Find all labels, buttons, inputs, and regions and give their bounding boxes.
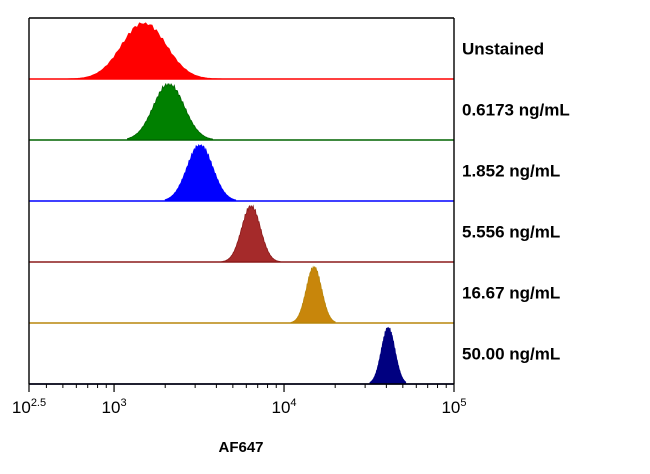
series-label: 5.556 ng/mL: [462, 223, 560, 242]
histogram-panels: Unstained 0.6173 ng/mL 1.852 ng/mL 5.556 ng…: [28, 17, 570, 385]
panel-1-852-ng-ml: 1.852 ng/mL: [29, 144, 560, 202]
histogram-peak: [164, 144, 237, 202]
panel-unstained: Unstained: [29, 22, 544, 80]
panel-0-6173-ng-ml: 0.6173 ng/mL: [29, 82, 570, 141]
x-axis: 102.5 103 104 105: [12, 383, 467, 417]
series-label: 0.6173 ng/mL: [462, 101, 570, 120]
panel-50-00-ng-ml: 50.00 ng/mL: [29, 326, 560, 385]
panel-16-67-ng-ml: 16.67 ng/mL: [29, 265, 560, 324]
histogram-peak: [127, 82, 213, 141]
x-tick-label: 102.5: [12, 397, 46, 417]
series-label: Unstained: [462, 40, 544, 59]
x-axis-label: AF647: [218, 439, 263, 456]
x-tick-label: 105: [441, 397, 466, 417]
histogram-peak: [290, 265, 336, 324]
series-label: 1.852 ng/mL: [462, 162, 560, 181]
x-tick-label: 104: [271, 397, 296, 417]
histogram-peak: [62, 22, 233, 80]
panel-5-556-ng-ml: 5.556 ng/mL: [29, 204, 560, 263]
series-label: 16.67 ng/mL: [462, 284, 560, 303]
series-label: 50.00 ng/mL: [462, 345, 560, 364]
x-tick-label: 103: [102, 397, 127, 417]
histogram-peak: [221, 204, 281, 263]
histogram-peak: [369, 326, 407, 385]
